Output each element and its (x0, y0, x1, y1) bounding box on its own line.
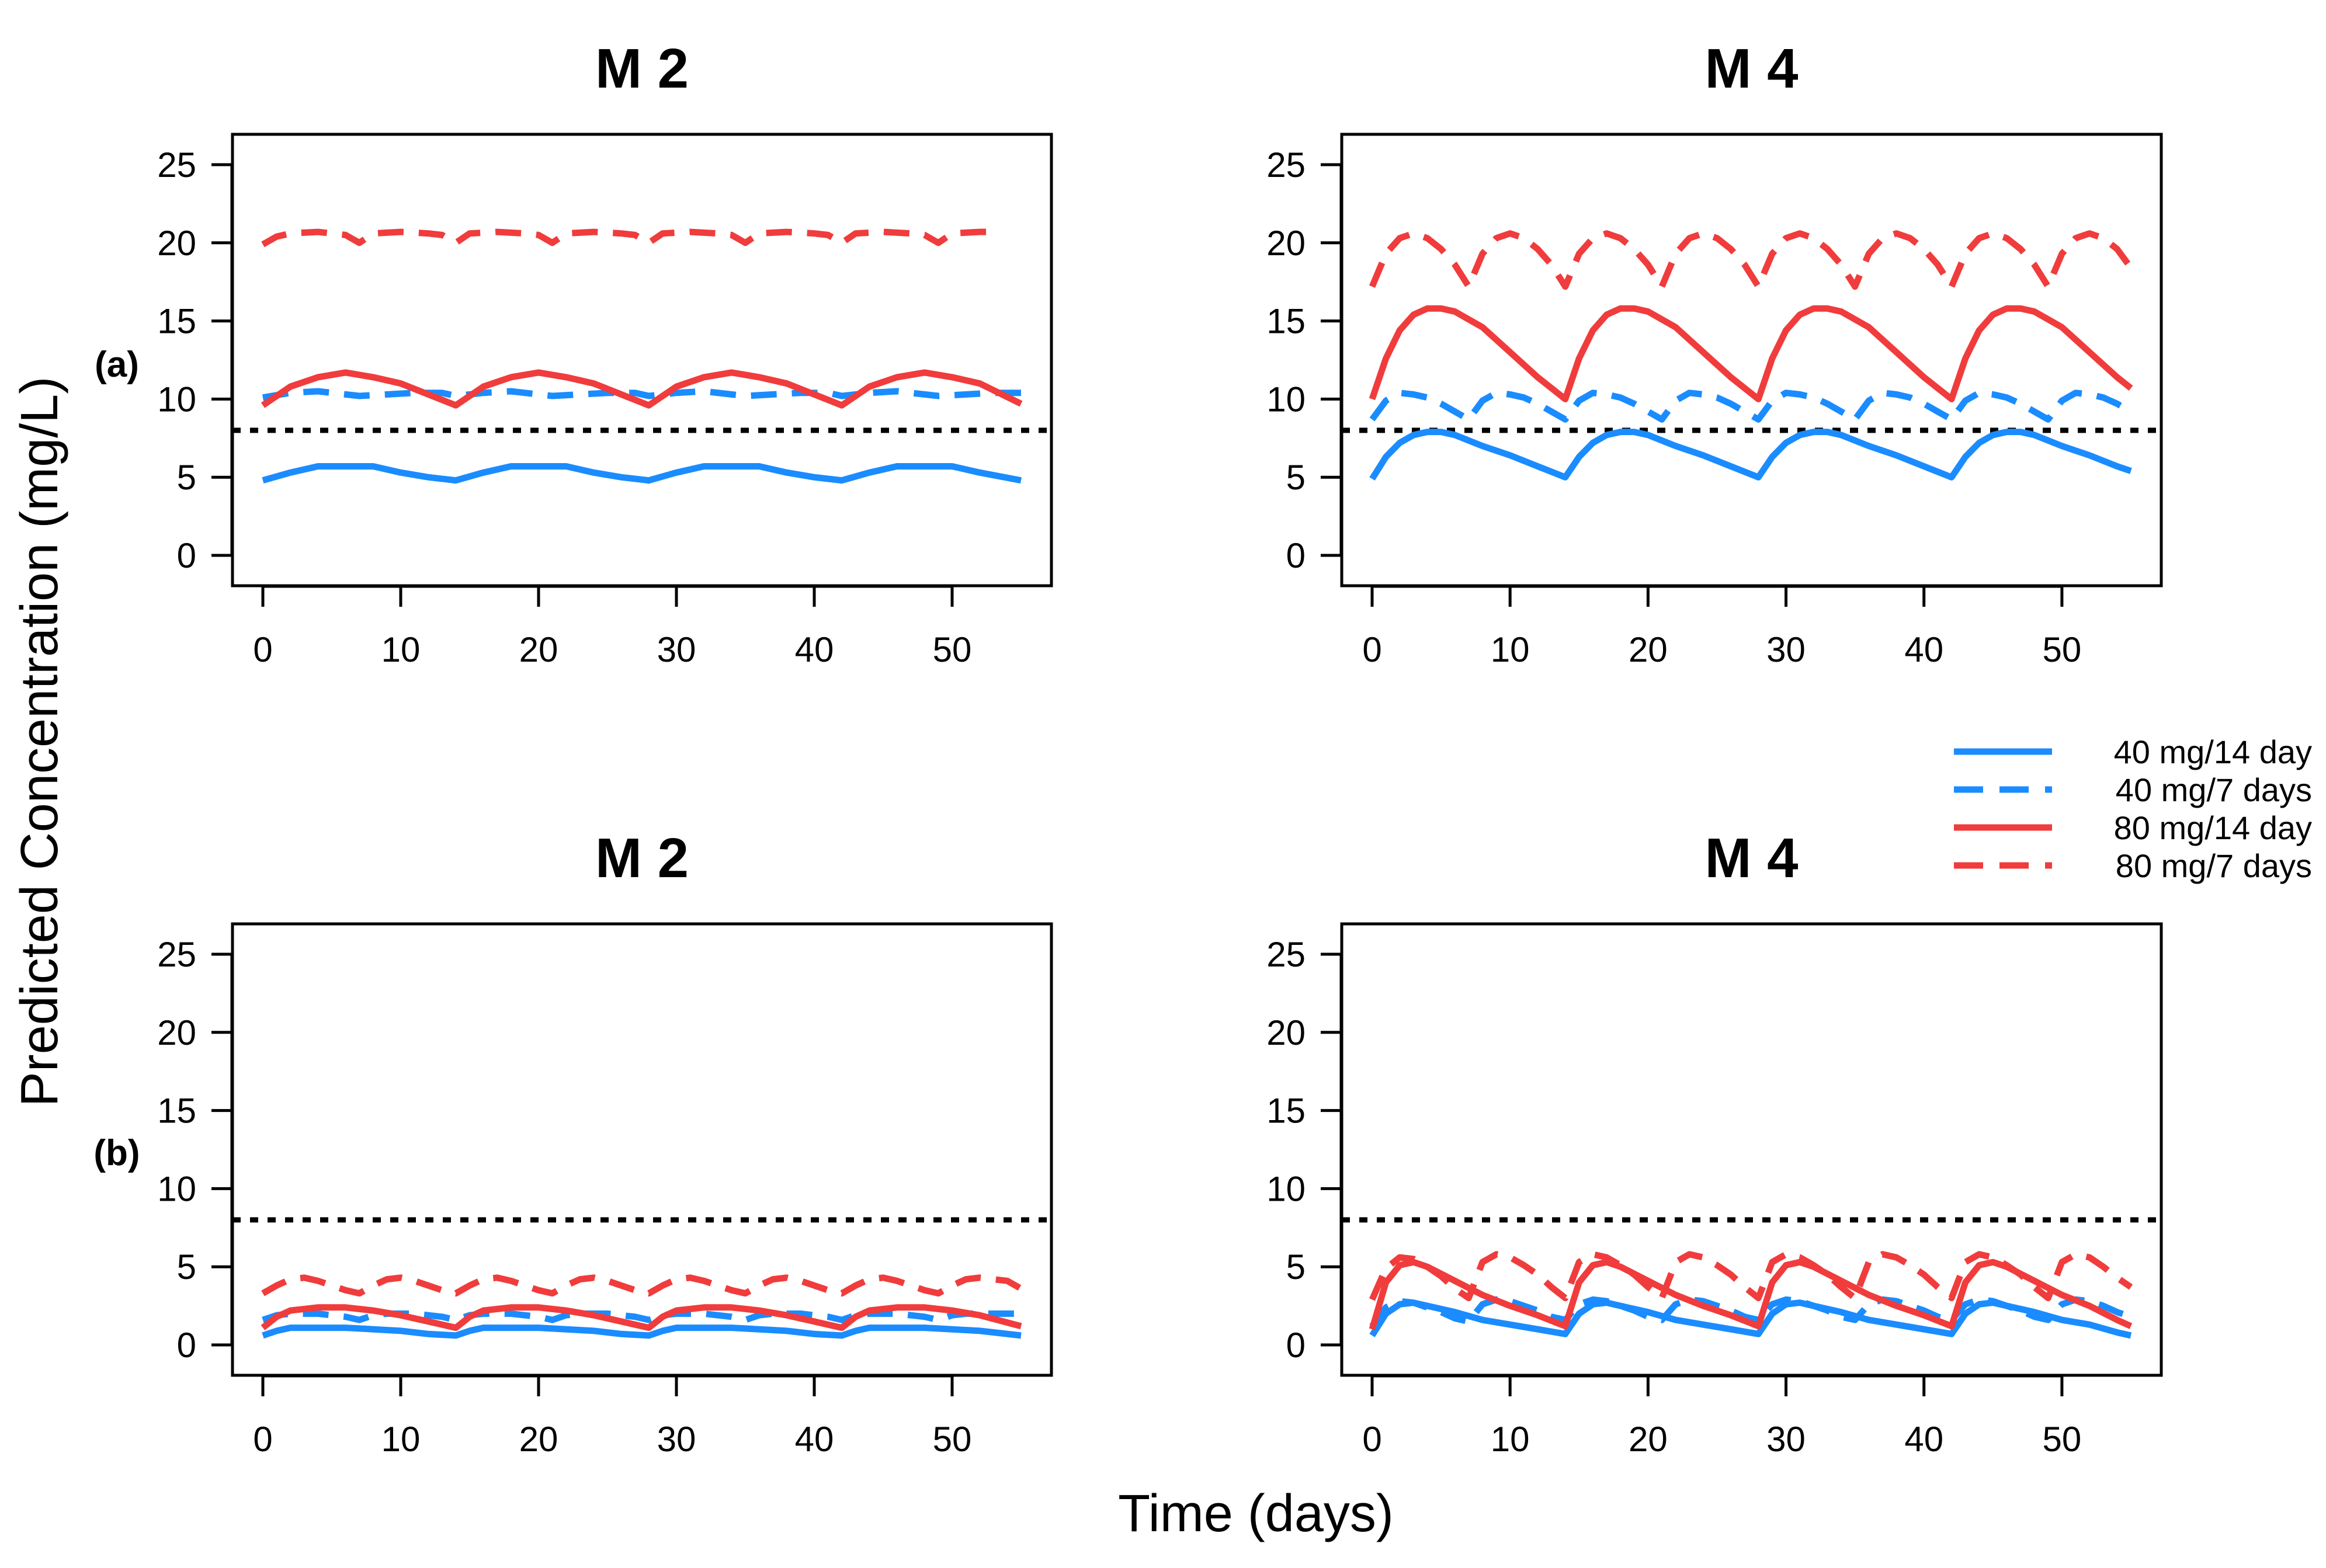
x-tick-label: 10 (1491, 630, 1530, 669)
x-tick-label: 0 (253, 1420, 272, 1459)
series-line-40-mg-7-days (262, 388, 1021, 401)
series-line-40-mg-7-days (1369, 390, 2133, 423)
y-tick-label: 5 (177, 458, 196, 497)
y-tick-label: 5 (1286, 1247, 1306, 1287)
x-tick-label: 20 (1629, 1420, 1668, 1459)
x-tick-label: 50 (2043, 1420, 2082, 1459)
series-line-80-mg-14-day (261, 369, 1023, 409)
x-tick-label: 10 (381, 1420, 421, 1459)
series-line-80-mg-7-days (1369, 1251, 2133, 1302)
y-tick-label: 5 (177, 1247, 196, 1287)
plot-frame (1340, 922, 2163, 1377)
panel-title: M 4 (1704, 827, 1798, 889)
y-tick-label: 10 (1266, 1169, 1306, 1208)
x-tick-label: 50 (2043, 630, 2082, 669)
x-tick-label: 30 (1766, 1420, 1806, 1459)
x-tick-label: 0 (1362, 1420, 1381, 1459)
y-tick-label: 25 (157, 145, 196, 185)
y-tick-label: 15 (1266, 1091, 1306, 1131)
x-tick-label: 20 (519, 1420, 558, 1459)
y-axis-title: Predicted Concentration (mg/L) (11, 377, 69, 1107)
y-tick-label: 0 (177, 536, 196, 575)
x-tick-label: 10 (1491, 1420, 1530, 1459)
x-tick-label: 20 (1629, 630, 1668, 669)
y-tick-label: 5 (1286, 458, 1306, 497)
x-tick-label: 50 (933, 630, 972, 669)
series-line-40-mg-7-days (1369, 1296, 2132, 1329)
plot-frame (231, 133, 1053, 587)
y-tick-label: 20 (157, 1013, 196, 1052)
y-tick-label: 0 (1286, 536, 1306, 575)
panel-a-m2: M 2 0 5 10 15 20 25 0 10 20 30 40 50 (157, 37, 1053, 669)
panel-b-m4: M 4 0 5 10 15 20 25 0 10 20 30 40 50 (1266, 827, 2163, 1459)
legend-label: 40 mg/7 days (2116, 771, 2312, 808)
x-tick-label: 50 (933, 1420, 972, 1459)
legend-label: 80 mg/14 day (2114, 809, 2312, 846)
row-label-a: (a) (95, 345, 139, 385)
plot-frame (1340, 133, 2163, 587)
panel-b-m2: M 2 0 5 10 15 20 25 0 10 20 30 40 50 (157, 827, 1053, 1459)
panel-title: M 2 (595, 37, 689, 100)
x-tick-label: 0 (1362, 630, 1381, 669)
series-line-40-mg-14-day (262, 463, 1022, 484)
y-tick-label: 10 (1266, 380, 1306, 419)
row-label-b: (b) (93, 1133, 140, 1173)
x-tick-label: 30 (657, 1420, 696, 1459)
panel-title: M 4 (1704, 37, 1798, 100)
y-tick-label: 25 (1266, 935, 1306, 974)
legend-label: 40 mg/14 day (2114, 733, 2312, 770)
y-tick-label: 0 (1286, 1326, 1306, 1365)
x-tick-label: 20 (519, 630, 558, 669)
series-line-40-mg-7-days (262, 1310, 1021, 1323)
series-line-80-mg-7-days (1369, 230, 2134, 290)
y-tick-label: 0 (177, 1326, 196, 1365)
y-tick-label: 10 (157, 1169, 196, 1208)
series-line-80-mg-14-day (261, 1304, 1022, 1331)
y-tick-label: 15 (157, 1091, 196, 1131)
y-tick-label: 15 (157, 302, 196, 341)
series-line-80-mg-7-days (261, 228, 994, 248)
y-tick-label: 20 (1266, 1013, 1306, 1052)
x-tick-label: 30 (657, 630, 696, 669)
x-tick-label: 40 (795, 630, 834, 669)
series-line-40-mg-14-day (1369, 429, 2132, 481)
series-line-80-mg-14-day (1369, 1258, 2133, 1330)
x-axis-title: Time (days) (1118, 1484, 1394, 1543)
series-line-40-mg-14-day (262, 1324, 1022, 1339)
x-tick-label: 10 (381, 630, 421, 669)
y-tick-label: 25 (157, 935, 196, 974)
series-line-80-mg-14-day (1369, 305, 2133, 402)
x-tick-label: 40 (795, 1420, 834, 1459)
y-tick-label: 25 (1266, 145, 1306, 185)
series-line-80-mg-7-days (261, 1274, 1023, 1297)
x-tick-label: 40 (1904, 630, 1943, 669)
y-tick-label: 20 (157, 224, 196, 263)
y-tick-label: 20 (1266, 224, 1306, 263)
x-tick-label: 40 (1904, 1420, 1943, 1459)
panel-title: M 2 (595, 827, 689, 889)
x-tick-label: 0 (253, 630, 272, 669)
legend-label: 80 mg/7 days (2116, 847, 2312, 884)
y-tick-label: 10 (157, 380, 196, 419)
y-tick-label: 15 (1266, 302, 1306, 341)
x-tick-label: 30 (1766, 630, 1806, 669)
panel-a-m4: M 4 0 5 10 15 20 25 0 10 20 30 40 50 (1266, 37, 2163, 669)
